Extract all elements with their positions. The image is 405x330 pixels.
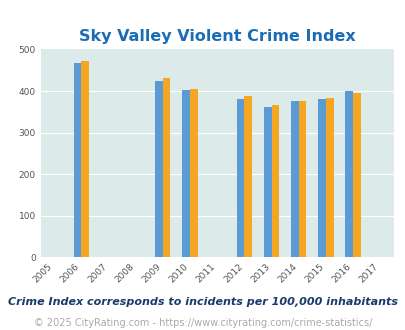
Bar (182, 90, 190, 257)
Bar (298, 101, 306, 257)
Bar (290, 101, 298, 257)
Bar (81, 61, 89, 257)
Bar (263, 107, 271, 257)
Legend: Sky Valley, Georgia, National: Sky Valley, Georgia, National (70, 326, 364, 330)
Bar (345, 91, 352, 257)
Bar (271, 105, 279, 257)
Bar (352, 93, 360, 257)
Bar (74, 63, 81, 257)
Bar (155, 81, 162, 257)
Bar (162, 78, 170, 257)
Bar (236, 99, 244, 257)
Bar (244, 96, 252, 257)
Bar (318, 99, 325, 257)
Text: Crime Index corresponds to incidents per 100,000 inhabitants: Crime Index corresponds to incidents per… (8, 297, 397, 307)
Bar (190, 89, 197, 257)
Text: © 2025 CityRating.com - https://www.cityrating.com/crime-statistics/: © 2025 CityRating.com - https://www.city… (34, 318, 371, 328)
Bar (325, 98, 333, 257)
Title: Sky Valley Violent Crime Index: Sky Valley Violent Crime Index (79, 29, 355, 44)
